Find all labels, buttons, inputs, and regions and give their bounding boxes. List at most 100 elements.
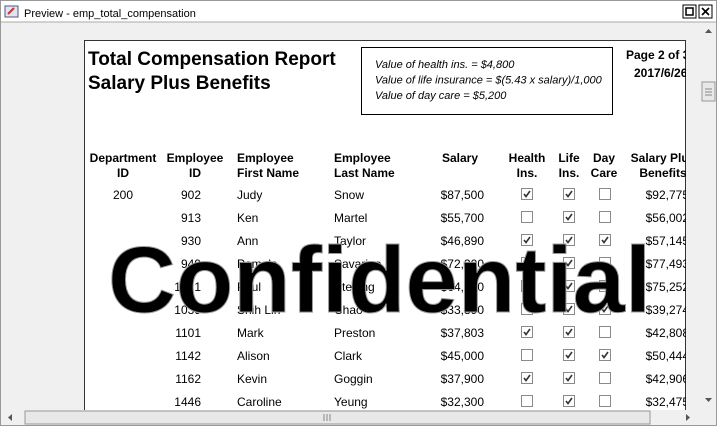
checkbox-box [521,395,533,407]
cell-first: Kevin [237,372,267,386]
checkbox-daycare [599,257,611,269]
checkmark [565,351,573,359]
cell-first: Ken [237,211,258,225]
checkmark [601,351,609,359]
cell-total: $56,002 [646,211,690,225]
column-header: First Name [237,166,299,180]
checkbox-health [521,211,533,223]
checkmark [565,282,573,290]
cell-id: 1142 [175,349,201,363]
checkbox-life [563,395,575,407]
column-header: Care [591,166,618,180]
checkmark [565,397,573,405]
column-header: Employee [334,151,391,165]
column-header: ID [117,166,129,180]
column-header: Day [593,151,615,165]
cell-first: Shih Lin [237,303,280,317]
report-subtitle: Salary Plus Benefits [88,73,271,94]
vertical-scrollbar[interactable] [701,23,716,410]
cell-last: Chao [334,303,363,317]
checkbox-life [563,234,575,246]
cell-salary: $32,300 [441,395,485,409]
checkmark [601,305,609,313]
checkbox-daycare [599,280,611,292]
checkbox-life [563,349,575,361]
checkbox-daycare [599,372,611,384]
cell-first: Ann [237,234,258,248]
cell-salary: $33,890 [441,303,485,317]
cell-total: $77,493 [646,257,690,271]
cell-total: $42,808 [646,326,690,340]
column-header: Last Name [334,166,395,180]
report-date: 2017/6/26 [634,66,688,80]
checkbox-health [521,303,533,315]
cell-salary: $64,900 [441,280,485,294]
cell-id: 1446 [174,395,201,409]
cell-last: Savarino [334,257,382,271]
cell-first: Caroline [237,395,282,409]
cell-total: $50,444 [646,349,690,363]
checkbox-life [563,188,575,200]
checkmark [565,259,573,267]
cell-first: Judy [237,188,262,202]
column-header: Department [90,151,157,165]
cell-id: 913 [181,211,201,225]
watermark: Confidential [108,227,651,332]
report-title: Total Compensation Report [88,49,336,70]
checkmark [523,190,531,198]
checkmark [523,374,531,382]
cell-total: $57,145 [646,234,690,248]
cell-id: 930 [181,234,201,248]
cell-salary: $45,000 [441,349,485,363]
column-header: ID [189,166,201,180]
checkbox-box [599,372,611,384]
checkbox-health [521,372,533,384]
checkbox-life [563,257,575,269]
cell-total: $42,906 [646,372,690,386]
cell-last: Preston [334,326,375,340]
checkmark [565,328,573,336]
cell-dept: 200 [113,188,133,202]
page-number: Page 2 of 3 [626,48,690,62]
checkbox-health [521,234,533,246]
column-header: Salary [442,151,478,165]
checkbox-health [521,257,533,269]
horizontal-scrollbar[interactable] [1,410,701,425]
cell-first: Paul [237,280,261,294]
checkbox-health [521,188,533,200]
note-line: Value of day care = $5,200 [375,90,507,102]
cell-id: 949 [181,257,201,271]
checkmark [565,190,573,198]
checkbox-box [599,211,611,223]
checkbox-daycare [599,349,611,361]
checkbox-life [563,211,575,223]
window-title: Preview - emp_total_compensation [24,8,196,20]
cell-id: 1039 [174,303,201,317]
column-header: Life [558,151,580,165]
checkbox-box [521,349,533,361]
note-box [361,47,613,115]
cell-salary: $37,900 [441,372,485,386]
close-button[interactable] [698,4,713,19]
column-header: Employee [237,151,294,165]
column-header: Employee [167,151,224,165]
checkmark [523,236,531,244]
checkmark [523,259,531,267]
checkbox-daycare [599,211,611,223]
checkbox-box [599,326,611,338]
checkmark [565,305,573,313]
maximize-button[interactable] [682,4,697,19]
cell-salary: $55,700 [441,211,485,225]
cell-first: Alison [237,349,270,363]
cell-last: Goggin [334,372,373,386]
checkbox-box [599,395,611,407]
cell-total: $32,475 [646,395,690,409]
cell-salary: $87,500 [441,188,485,202]
cell-last: Sterling [334,280,375,294]
cell-last: Martel [334,211,367,225]
column-header: Salary Plus [631,151,696,165]
cell-id: 1162 [175,372,201,386]
note-line: Value of health ins. = $4,800 [375,59,515,71]
cell-id: 1021 [174,280,201,294]
checkbox-daycare [599,326,611,338]
